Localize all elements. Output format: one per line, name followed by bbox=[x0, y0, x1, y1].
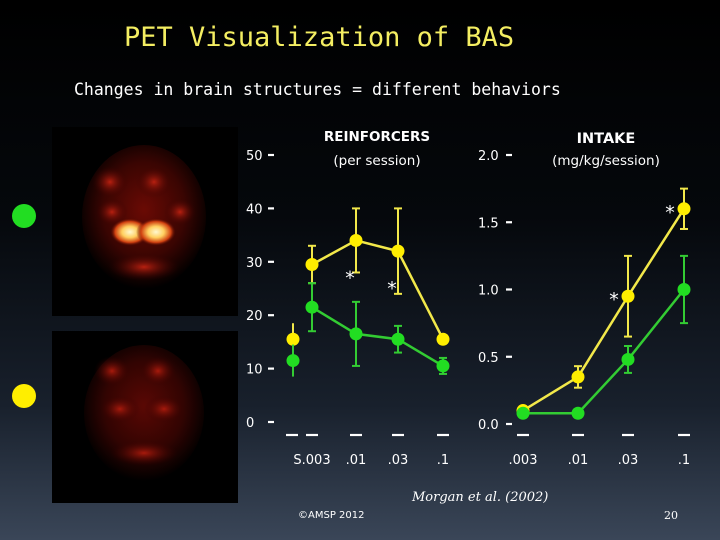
x-tick-label: .03 bbox=[388, 453, 409, 468]
x-tick-label: S.003 bbox=[293, 453, 330, 468]
slide-subtitle: Changes in brain structures = different … bbox=[74, 80, 561, 99]
data-point bbox=[621, 289, 635, 303]
y-tick-label: 0.5 bbox=[478, 351, 499, 366]
y-tick-label: 20 bbox=[246, 309, 263, 324]
data-point bbox=[677, 202, 691, 216]
y-tick-label: 1.0 bbox=[478, 284, 499, 299]
x-tick-label: .003 bbox=[509, 453, 538, 468]
series-line bbox=[523, 288, 685, 415]
data-point bbox=[621, 352, 635, 366]
y-tick-label: 10 bbox=[246, 363, 263, 378]
legend-yellow-dot bbox=[12, 384, 36, 408]
data-point bbox=[349, 233, 363, 247]
data-point bbox=[571, 370, 585, 384]
reinforcers-chart: REINFORCERS (per session) 0 10 20 30 40 50 S.0… bbox=[246, 129, 450, 468]
data-point bbox=[436, 332, 450, 346]
pet-scan-image-top bbox=[52, 127, 238, 316]
data-point bbox=[305, 300, 319, 314]
y-tick-label: 0.0 bbox=[478, 418, 499, 433]
x-tick-label: .1 bbox=[678, 453, 690, 468]
y-tick-label: 50 bbox=[246, 149, 263, 164]
y-tick-label: 2.0 bbox=[478, 149, 499, 164]
data-point bbox=[391, 244, 405, 258]
series-line bbox=[311, 306, 444, 368]
data-point bbox=[349, 327, 363, 341]
data-point bbox=[391, 332, 405, 346]
significance-marker: * bbox=[665, 202, 675, 224]
x-tick-label: .03 bbox=[618, 453, 639, 468]
saline-point bbox=[286, 332, 300, 346]
pet-scan-image-bottom bbox=[52, 331, 238, 503]
series-line bbox=[311, 239, 445, 340]
y-tick-label: 40 bbox=[246, 202, 263, 217]
y-tick-label: 1.5 bbox=[478, 216, 499, 231]
intake-chart: INTAKE (mg/kg/session) 0.0 0.5 1.0 1.5 2.0 .0… bbox=[478, 131, 691, 468]
citation: Morgan et al. (2002) bbox=[412, 490, 549, 505]
reinforcers-chart-title: REINFORCERS bbox=[324, 129, 430, 145]
reinforcers-chart-subtitle: (per session) bbox=[333, 153, 420, 169]
legend-green-dot bbox=[12, 204, 36, 228]
significance-marker: * bbox=[387, 278, 397, 300]
data-point bbox=[571, 406, 585, 420]
x-tick-label: .01 bbox=[568, 453, 589, 468]
significance-marker: * bbox=[345, 267, 355, 289]
saline-point bbox=[286, 354, 300, 368]
page-number: 20 bbox=[664, 509, 678, 522]
y-tick-label: 0 bbox=[246, 416, 254, 431]
data-point bbox=[516, 406, 530, 420]
x-tick-label: .1 bbox=[437, 453, 449, 468]
data-point bbox=[436, 359, 450, 373]
intake-chart-subtitle: (mg/kg/session) bbox=[552, 153, 660, 169]
data-point bbox=[677, 283, 691, 296]
series-line bbox=[522, 208, 686, 412]
y-tick-label: 30 bbox=[246, 256, 263, 271]
intake-chart-title: INTAKE bbox=[577, 131, 636, 147]
copyright: ©AMSP 2012 bbox=[298, 510, 365, 521]
x-tick-label: .01 bbox=[346, 453, 367, 468]
data-point bbox=[305, 257, 319, 271]
slide-title: PET Visualization of BAS bbox=[124, 22, 515, 53]
significance-marker: * bbox=[609, 289, 619, 311]
